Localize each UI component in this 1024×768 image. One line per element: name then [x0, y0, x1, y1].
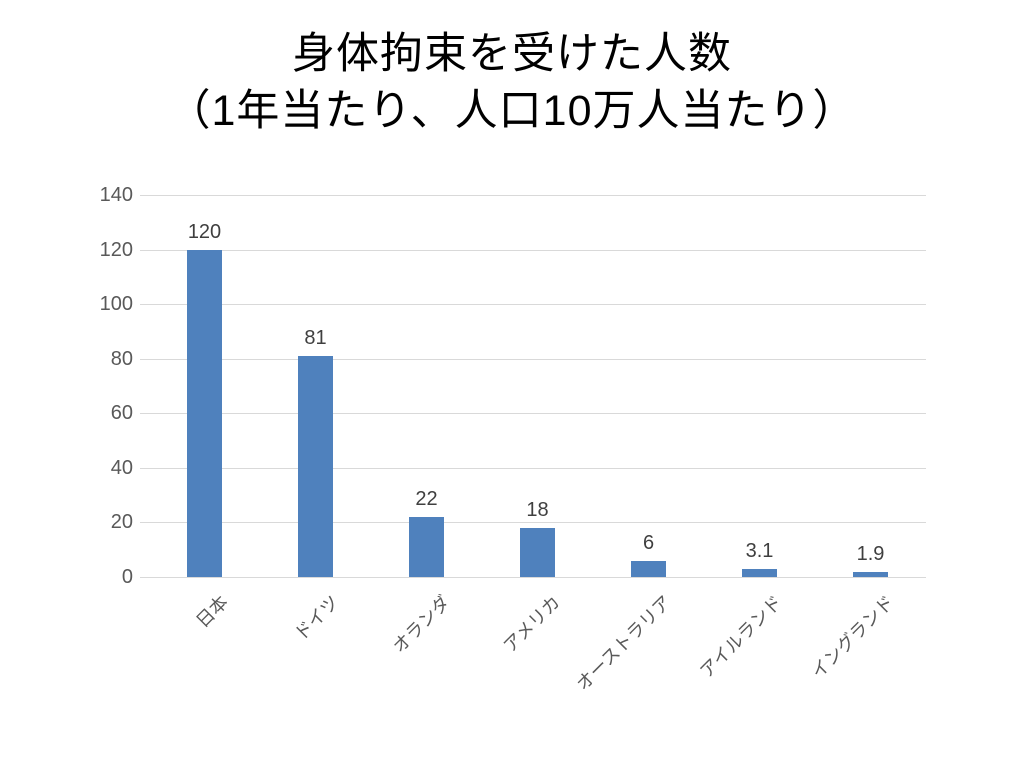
bar-value-label: 120 — [187, 220, 222, 243]
x-axis-category-label: オーストラリア — [572, 591, 676, 695]
bar-value-label: 1.9 — [856, 542, 885, 565]
y-axis-tick-label: 120 — [99, 238, 133, 261]
bar-value-label: 22 — [415, 487, 438, 510]
bar-アイルランド — [742, 568, 777, 577]
gridline-y-20 — [140, 522, 926, 524]
gridline-y-80 — [140, 358, 926, 360]
bar-value-label: 6 — [642, 531, 655, 554]
gridline-y-100 — [140, 304, 926, 306]
x-axis-category-label: アイルランド — [696, 591, 787, 682]
y-axis-tick-label: 40 — [110, 456, 133, 479]
x-axis-category-label: 日本 — [191, 591, 232, 632]
bar-value-label: 18 — [526, 498, 549, 521]
gridline-y-0 — [140, 577, 926, 578]
x-axis-category-label: オランダ — [388, 591, 454, 657]
x-axis-category-label: ドイツ — [290, 591, 343, 645]
chart-title-line-2: （1年当たり、人口10万人当たり） — [167, 87, 857, 136]
chart-title: 身体拘束を受けた人数 （1年当たり、人口10万人当たり） — [0, 26, 1024, 140]
bar-value-label: 81 — [304, 326, 327, 349]
gridline-y-120 — [140, 249, 926, 251]
bar-日本 — [187, 249, 222, 577]
bar-オランダ — [409, 516, 444, 577]
y-axis-tick-label: 60 — [110, 402, 133, 425]
y-axis-tick-label: 100 — [99, 293, 133, 316]
chart-title-line-1: 身体拘束を受けた人数 — [292, 30, 732, 78]
bar-アメリカ — [520, 527, 555, 577]
gridline-y-40 — [140, 467, 926, 469]
y-axis-tick-label: 0 — [121, 566, 133, 588]
bar-イングランド — [853, 571, 888, 577]
x-axis-category-label: アメリカ — [500, 591, 565, 657]
gridline-y-140 — [140, 195, 926, 196]
x-axis-category-label: イングランド — [806, 591, 898, 683]
y-axis-tick-label: 20 — [110, 511, 133, 534]
bar-value-label: 3.1 — [745, 539, 774, 562]
gridline-y-60 — [140, 413, 926, 415]
y-axis-tick-label: 80 — [110, 347, 133, 370]
y-axis-tick-label: 140 — [99, 184, 133, 206]
bar-オーストラリア — [631, 560, 666, 577]
bar-ドイツ — [298, 355, 333, 577]
